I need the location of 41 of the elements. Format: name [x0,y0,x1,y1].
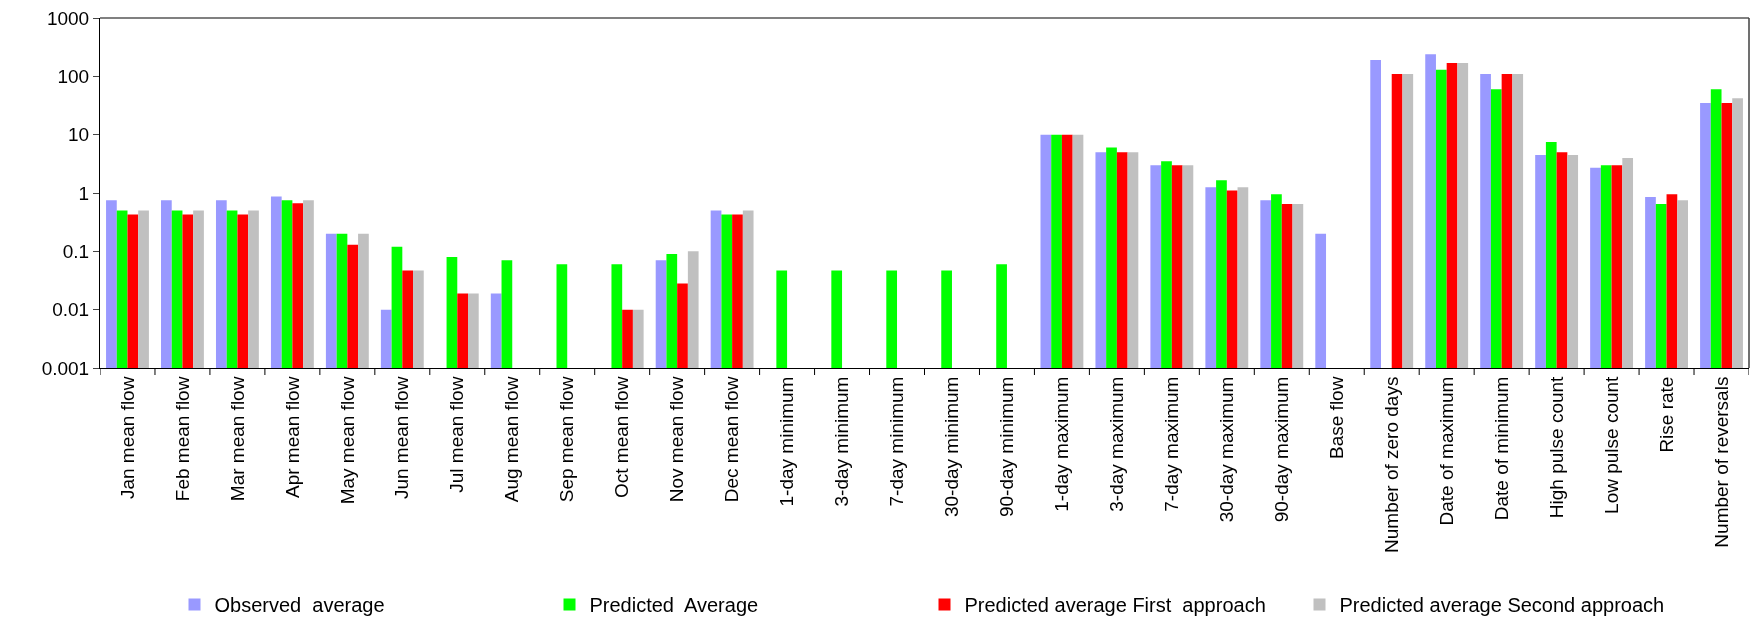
x-tick-label: Aug mean flow [501,376,523,503]
x-tick-label: Number of reversals [1710,376,1732,548]
y-tick-label: 100 [57,65,90,87]
y-tick-label: 0.001 [41,357,90,379]
x-tick-label: 3-day minimum [831,376,853,507]
x-tick-label: Oct mean flow [611,376,633,499]
x-tick-label: Feb mean flow [171,376,193,502]
x-tick-label: Date of minimum [1490,376,1512,521]
x-tick-label: 7-day minimum [886,376,908,507]
x-tick-label: Jun mean flow [391,376,413,500]
x-tick-label: 1-day minimum [776,376,798,507]
x-tick-label: Sep mean flow [556,376,578,503]
y-tick-label: 0.01 [52,299,90,321]
x-tick-label: Jan mean flow [116,376,138,500]
x-tick-label: High pulse count [1545,375,1567,519]
x-tick-label: 7-day maximum [1161,376,1183,512]
x-tick-label: 30-day maximum [1215,376,1237,523]
legend-label: Predicted average First approach [964,594,1266,617]
y-tick-label: 1 [78,182,90,204]
x-tick-label: Low pulse count [1600,375,1622,514]
x-tick-label: 90-day maximum [1270,376,1292,523]
legend-label: Predicted average Second approach [1339,594,1665,617]
y-tick-label: 1000 [46,7,90,29]
x-tick-label: Mar mean flow [226,376,248,502]
x-tick-label: Date of maximum [1435,376,1457,526]
x-tick-label: Apr mean flow [281,376,303,499]
x-tick-label: 90-day minimum [996,376,1018,518]
x-tick-label: Dec mean flow [721,376,743,503]
x-tick-label: 3-day maximum [1106,376,1128,512]
y-tick-label: 0.1 [62,240,90,262]
x-tick-label: 1-day maximum [1051,376,1073,512]
x-tick-label: May mean flow [336,376,358,505]
legend-label: Predicted Average [589,594,759,617]
legend-label: Observed average [214,594,385,617]
x-tick-label: Rise rate [1655,376,1677,453]
x-tick-label: Nov mean flow [666,376,688,503]
y-tick-label: 10 [68,124,90,146]
x-tick-label: Base flow [1325,376,1347,459]
x-tick-label: Number of zero days [1380,376,1402,553]
x-tick-label: Jul mean flow [446,376,468,493]
x-tick-label: 30-day minimum [941,376,963,518]
